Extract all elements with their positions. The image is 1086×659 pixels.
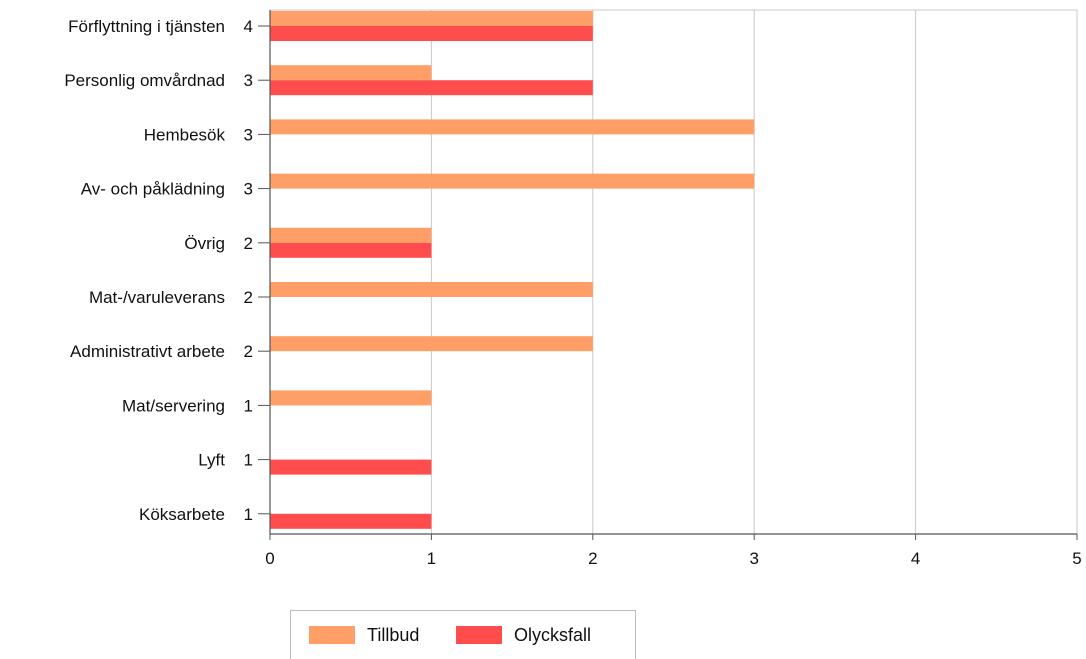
bar-tillbud-4 <box>270 227 432 243</box>
x-tick-label-1: 1 <box>427 549 436 568</box>
bar-tillbud-0 <box>270 11 593 26</box>
x-tick-label-0: 0 <box>265 549 274 568</box>
category-label-0: Förflyttning i tjänsten <box>68 17 225 36</box>
legend-swatch-olycksfall <box>456 626 502 644</box>
legend: Tillbud Olycksfall <box>290 610 636 659</box>
total-label-3: 3 <box>244 180 253 199</box>
category-label-2: Hembesök <box>144 125 226 144</box>
total-label-5: 2 <box>244 288 253 307</box>
total-label-2: 3 <box>244 125 253 144</box>
total-label-7: 1 <box>244 396 253 415</box>
total-label-6: 2 <box>244 342 253 361</box>
bar-tillbud-5 <box>270 282 593 297</box>
total-label-8: 1 <box>244 451 253 470</box>
bar-tillbud-7 <box>270 390 432 406</box>
total-label-9: 1 <box>244 505 253 524</box>
category-label-7: Mat/servering <box>122 396 225 415</box>
category-label-6: Administrativt arbete <box>70 342 225 361</box>
total-label-1: 3 <box>244 71 253 90</box>
legend-label-olycksfall: Olycksfall <box>514 624 592 645</box>
category-label-4: Övrig <box>184 234 225 253</box>
category-label-1: Personlig omvårdnad <box>64 71 225 90</box>
legend-item-tillbud: Tillbud <box>309 623 419 647</box>
x-tick-label-4: 4 <box>911 549 920 568</box>
category-label-5: Mat-/varuleverans <box>89 288 225 307</box>
legend-item-olycksfall: Olycksfall <box>456 623 591 647</box>
legend-label-tillbud: Tillbud <box>367 624 420 645</box>
bar-olycksfall-0 <box>270 26 593 41</box>
x-tick-label-5: 5 <box>1072 549 1081 568</box>
bar-chart: 0 1 2 3 4 5 4 Förflyttning i tjänsten 3 Personlig… <box>64 9 1082 568</box>
bars <box>270 11 755 529</box>
total-label-0: 4 <box>244 17 253 36</box>
category-label-3: Av- och påklädning <box>81 180 225 199</box>
bar-tillbud-3 <box>270 173 755 189</box>
bar-tillbud-1 <box>270 65 432 81</box>
total-label-4: 2 <box>244 234 253 253</box>
category-label-9: Köksarbete <box>139 505 225 524</box>
bar-olycksfall-9 <box>270 513 432 529</box>
x-tick-label-2: 2 <box>588 549 597 568</box>
bar-tillbud-2 <box>270 119 755 135</box>
bar-tillbud-6 <box>270 336 593 352</box>
axes <box>258 10 1078 540</box>
x-tick-label-3: 3 <box>749 549 758 568</box>
bar-olycksfall-1 <box>270 80 593 96</box>
bar-olycksfall-8 <box>270 459 432 475</box>
tick-labels: 0 1 2 3 4 5 4 Förflyttning i tjänsten 3 Personlig… <box>64 17 1081 568</box>
legend-swatch-tillbud <box>309 626 355 644</box>
bar-olycksfall-4 <box>270 242 432 258</box>
category-label-8: Lyft <box>198 451 225 470</box>
grid-lines <box>270 9 1078 534</box>
